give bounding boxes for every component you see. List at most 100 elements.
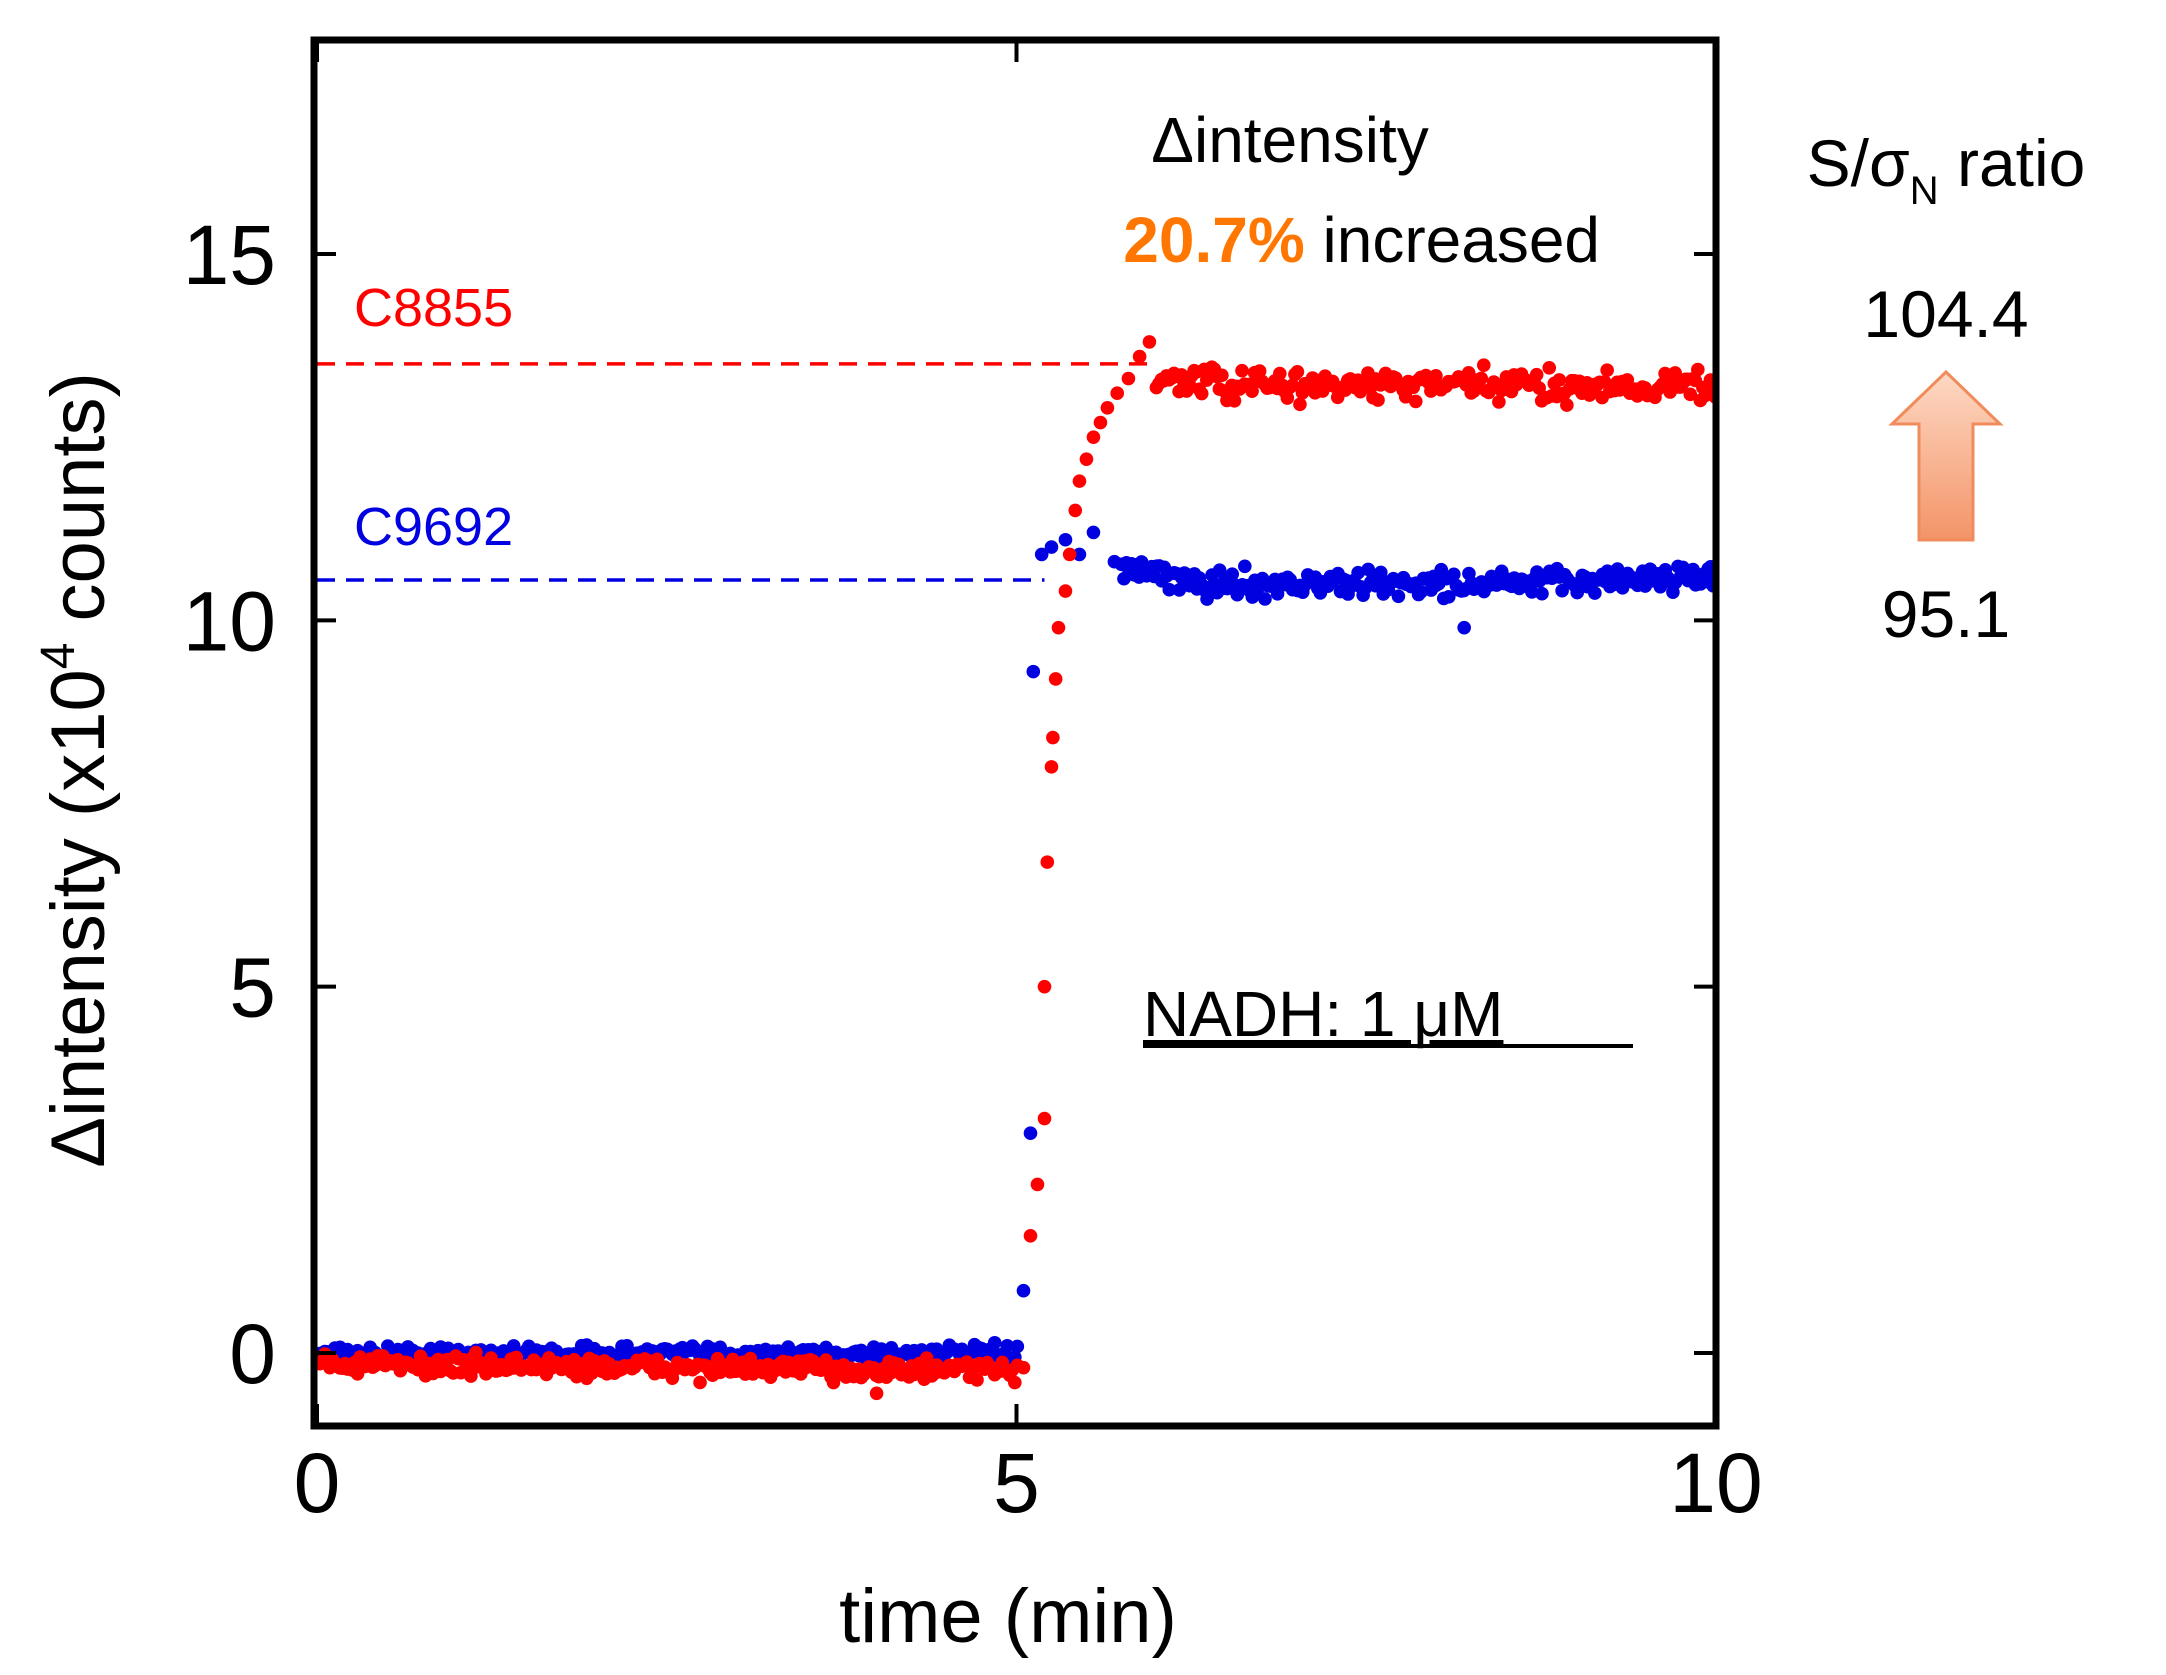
c8855-point	[1560, 398, 1574, 412]
c8855-point	[464, 1369, 478, 1383]
c8855-point	[693, 1375, 707, 1390]
c9692-point	[1086, 525, 1101, 540]
axis-ticks	[314, 40, 1718, 1426]
c9692-point	[1555, 583, 1569, 598]
c8855-point	[1683, 387, 1698, 402]
c8855-point	[1691, 362, 1705, 377]
c8855-point	[1285, 378, 1300, 393]
c8855-point	[1371, 393, 1385, 407]
c8855-point	[1046, 730, 1060, 745]
c9692-point	[1447, 567, 1461, 582]
y-tick-label: 15	[183, 208, 276, 302]
c9692-point	[1457, 620, 1471, 635]
ratio-after: 104.4	[1863, 277, 2028, 351]
x-tick-label: 0	[294, 1436, 341, 1530]
x-axis-label: time (min)	[839, 1574, 1177, 1659]
c8855-point	[970, 1373, 984, 1387]
c9692-point	[1072, 547, 1087, 562]
c8855-point	[1293, 397, 1307, 412]
y-tick-labels: 0 5 10 15	[183, 208, 276, 1401]
c8855-point	[1235, 363, 1249, 378]
c8855-point	[1037, 979, 1052, 994]
x-tick-labels: 0 5 10	[294, 1436, 1763, 1530]
c8855-point	[1016, 1360, 1031, 1375]
up-arrow-icon	[1888, 369, 2004, 542]
c8855-point	[1044, 760, 1059, 774]
y-tick-label: 5	[229, 941, 276, 1035]
c8855-point	[1280, 391, 1295, 405]
c8855-point	[1030, 1177, 1045, 1192]
c9692-point	[1023, 1126, 1038, 1140]
c9692-point	[1225, 567, 1240, 581]
c9692-point	[1270, 586, 1285, 601]
data-points	[314, 335, 1716, 1401]
c9692-point	[1010, 1339, 1025, 1354]
c8855-point	[1072, 474, 1087, 488]
ratio-before: 95.1	[1882, 577, 2010, 651]
c8855-point	[1668, 366, 1682, 380]
c9692-point	[1044, 540, 1059, 554]
condition-label: NADH: 1 μM	[1143, 978, 1503, 1050]
reference-lines	[317, 362, 1150, 582]
c8855-point	[469, 1345, 483, 1360]
c9692-point	[1212, 563, 1227, 577]
c8855-point	[869, 1386, 884, 1401]
c9692-point	[1000, 1338, 1015, 1353]
c8855-point	[1290, 365, 1305, 379]
c9692-point	[987, 1335, 1002, 1350]
y-tick-label: 10	[183, 574, 276, 668]
c8855-point	[1476, 358, 1491, 372]
c8855-point	[1048, 672, 1063, 686]
c8855-point	[1068, 503, 1083, 518]
c8855-point	[1272, 366, 1287, 381]
delta-intensity-title: Δintensity	[1151, 104, 1429, 176]
c9692-point	[1258, 592, 1272, 606]
c8855-point	[1142, 335, 1157, 349]
c9692-point	[1016, 1283, 1031, 1298]
c9692-point	[1414, 585, 1428, 599]
c8855-point	[1100, 401, 1115, 415]
c8855-point	[1492, 395, 1506, 409]
c8855-point	[1023, 1228, 1038, 1243]
c8855-point	[1542, 360, 1557, 375]
c8855-point	[1121, 371, 1136, 386]
c9692-point	[1162, 582, 1177, 597]
c8855-point	[1227, 394, 1242, 408]
c8855-point	[1132, 349, 1147, 364]
c8855-point	[1051, 620, 1066, 635]
c9692-point	[1026, 664, 1041, 679]
x-tick-label: 5	[993, 1436, 1040, 1530]
increase-annotation: 20.7% increased	[1123, 204, 1600, 276]
c8855-point	[1252, 364, 1267, 378]
c9692-point	[1653, 579, 1668, 594]
c8855-point	[1079, 452, 1094, 466]
c9692-point	[1034, 547, 1049, 562]
series-label-c9692: C9692	[354, 497, 513, 557]
c8855-point	[1215, 368, 1229, 383]
c9692-point	[1441, 590, 1456, 604]
ratio-title: S/σN ratio	[1807, 126, 2086, 213]
c8855-point	[1008, 1375, 1022, 1390]
c8855-point	[1110, 386, 1125, 401]
c9692-point	[1134, 555, 1149, 569]
c8855-point	[1040, 855, 1055, 869]
c9692-point	[1200, 592, 1214, 606]
x-tick-label: 10	[1669, 1436, 1762, 1530]
c8855-point	[1474, 371, 1489, 386]
c9692-point	[1391, 589, 1406, 604]
c9692-point	[1588, 586, 1602, 600]
c9692-point	[1238, 559, 1252, 574]
y-tick-label: 0	[229, 1307, 276, 1401]
c8855-point	[1086, 430, 1101, 444]
series-label-c8855: C8855	[354, 278, 513, 338]
c8855-point	[1194, 386, 1209, 401]
c8855-point	[1552, 373, 1567, 387]
c8855-point	[1408, 394, 1423, 409]
c8855-point	[1062, 547, 1077, 562]
c8855-point	[1529, 367, 1544, 382]
c9692-point	[1535, 586, 1549, 601]
c8855-point	[1600, 363, 1614, 377]
c8855-point	[1093, 415, 1108, 430]
c8855-point	[1058, 584, 1073, 598]
